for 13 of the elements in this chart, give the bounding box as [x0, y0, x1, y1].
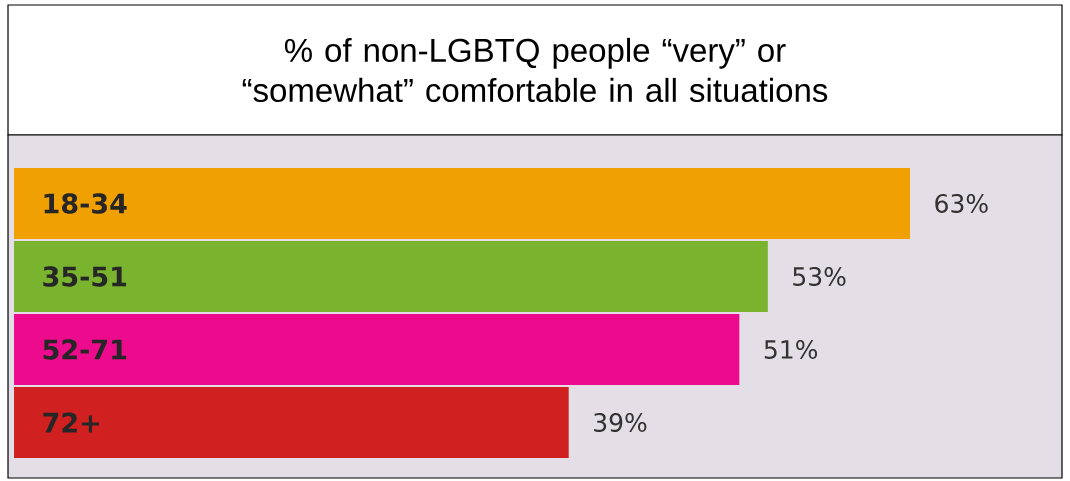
y-tick-label: 72+ — [43, 412, 99, 433]
bar — [14, 240, 768, 312]
bar — [14, 386, 569, 458]
data-label: 51% — [764, 340, 818, 359]
y-tick-label: 18-34 — [44, 193, 127, 214]
data-label: 53% — [793, 267, 846, 286]
y-tick-label: 52-71 — [43, 339, 127, 360]
data-label: 63% — [935, 194, 988, 213]
chart-title: % of non-LGBTQ people “very” or “somewhat” comfortable in all situations — [242, 37, 828, 103]
bar — [14, 313, 740, 385]
data-label: 39% — [594, 413, 647, 432]
y-tick-label: 35-51 — [43, 266, 127, 287]
bar — [14, 167, 911, 239]
